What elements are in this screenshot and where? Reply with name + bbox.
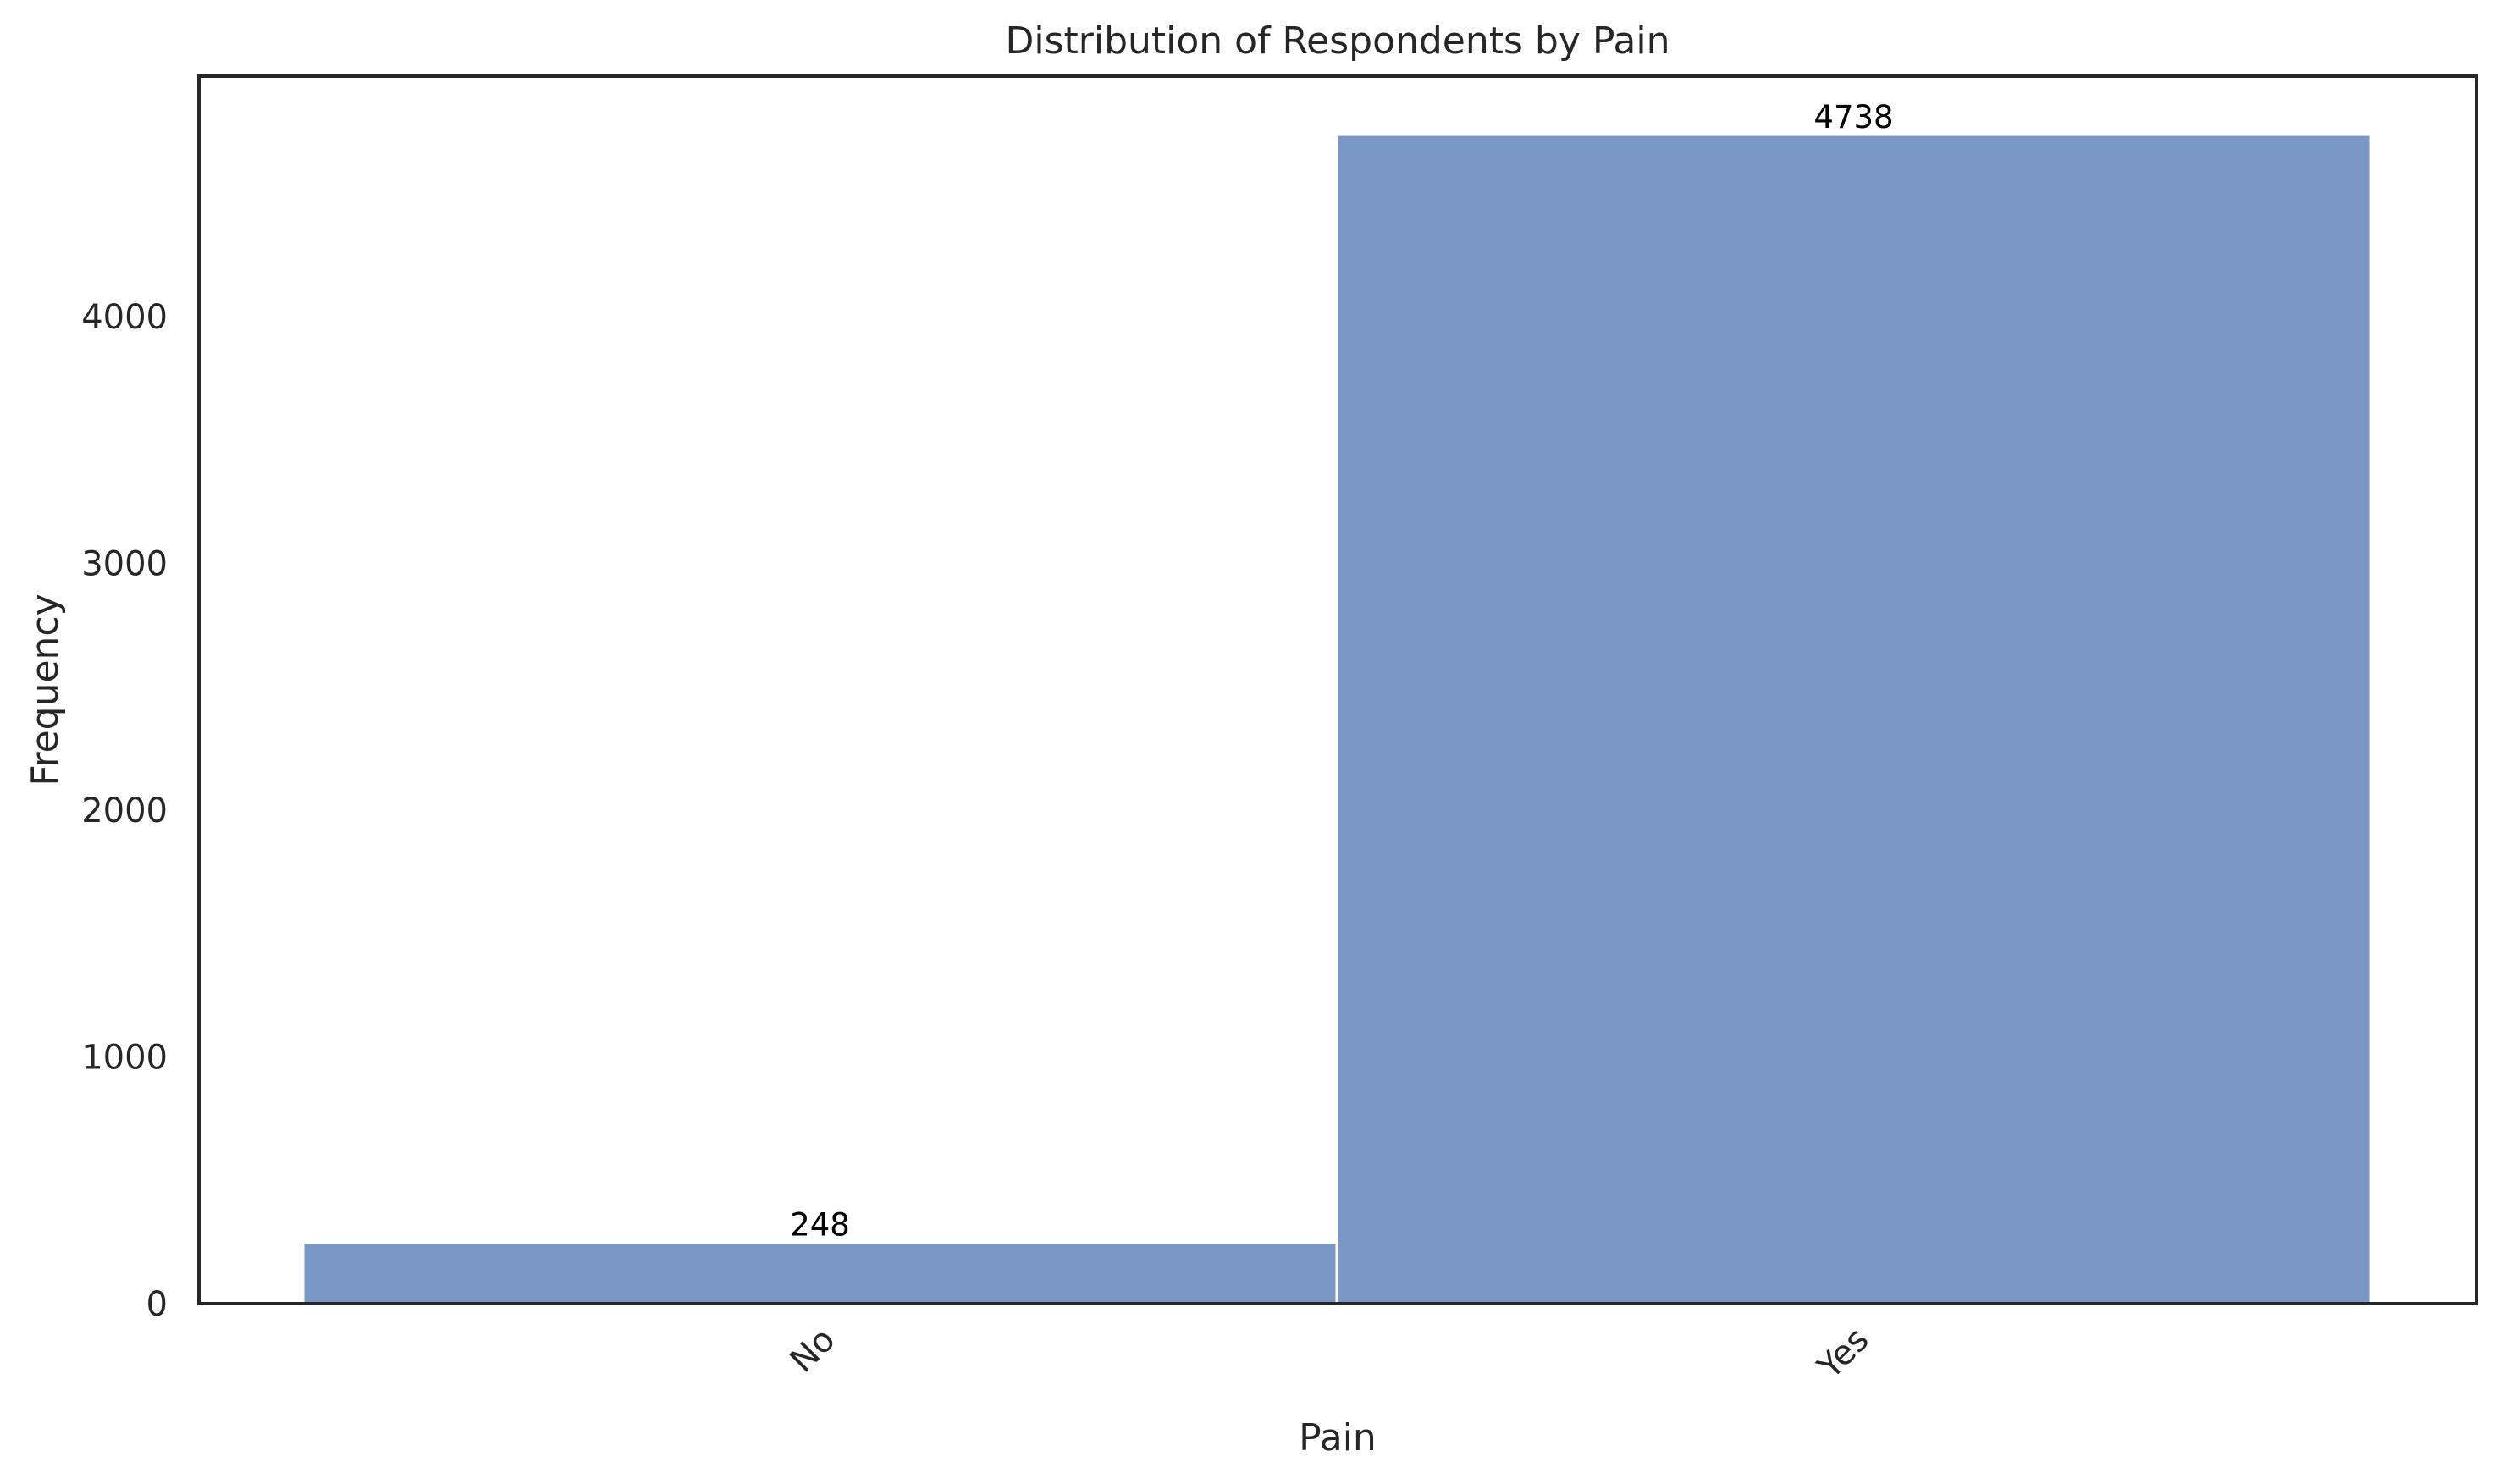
y-tick-label-0: 0 xyxy=(146,1285,168,1324)
y-tick-label-2000: 2000 xyxy=(81,792,168,830)
plot-frame xyxy=(197,74,2478,1305)
bar-yes xyxy=(1335,133,2372,1305)
chart-title: Distribution of Respondents by Pain xyxy=(1005,19,1669,63)
y-tick-label-3000: 3000 xyxy=(81,545,168,584)
x-tick-label-no: No xyxy=(783,1321,843,1381)
x-tick-label-yes: Yes xyxy=(1810,1321,1877,1387)
data-label-no: 248 xyxy=(790,1207,850,1244)
x-axis-label: Pain xyxy=(1299,1416,1377,1459)
x-axis-ticks: No Yes xyxy=(783,1321,1877,1387)
y-axis-ticks: 0 1000 2000 3000 4000 xyxy=(81,298,168,1324)
bars-group: 248 4738 xyxy=(301,99,2372,1305)
y-tick-label-4000: 4000 xyxy=(81,298,168,337)
data-label-yes: 4738 xyxy=(1813,99,1893,135)
bar-no xyxy=(301,1241,1338,1305)
y-tick-label-1000: 1000 xyxy=(81,1039,168,1078)
y-axis-label: Frequency xyxy=(24,593,67,786)
